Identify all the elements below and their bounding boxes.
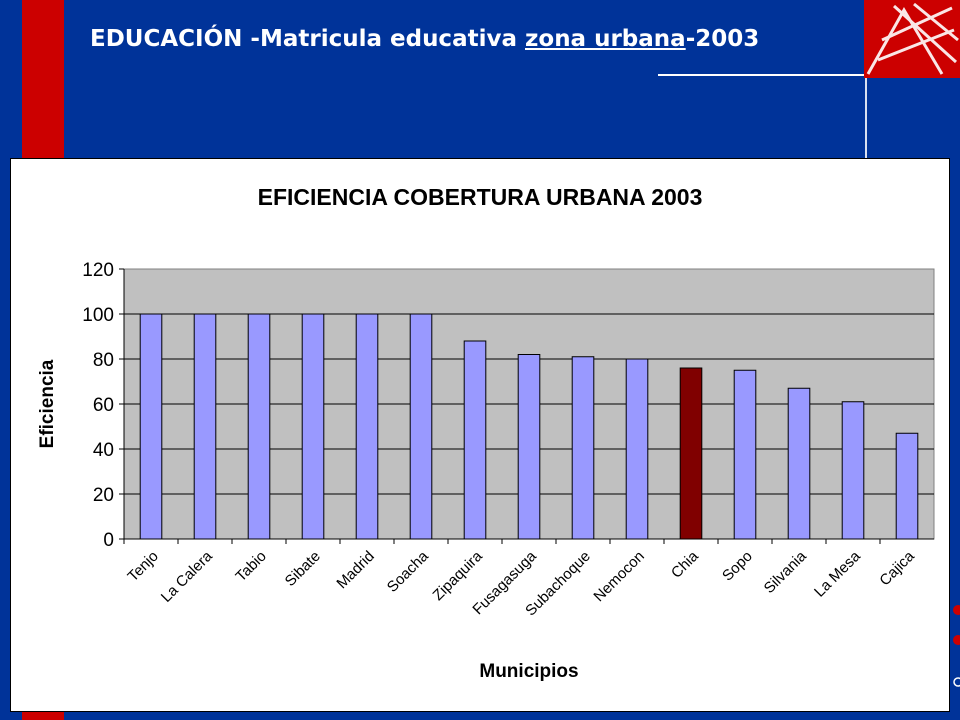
bar-cajica — [895, 432, 919, 540]
bar-fusagasuga — [517, 354, 541, 540]
y-tick-label: 20 — [93, 485, 114, 506]
y-tick-label: 0 — [103, 530, 114, 551]
x-tick-label: La Calera — [158, 547, 216, 605]
x-tick-label: Cajica — [876, 547, 918, 589]
bar-chart: EFICIENCIA COBERTURA URBANA 2003 0 20 40 60… — [37, 184, 935, 682]
y-tick-label: 120 — [82, 260, 114, 281]
bar-nemocon — [625, 358, 649, 540]
bar-la-mesa — [841, 401, 865, 540]
bar-zipaquira — [463, 340, 487, 540]
bar-sopo — [733, 369, 757, 540]
slide-title-prefix: EDUCACIÓN -Matricula educativa — [90, 26, 525, 52]
x-tick-label: Soacha — [384, 547, 432, 595]
y-axis-label: Eficiencia — [37, 359, 58, 448]
x-tick-label: Nemocon — [590, 548, 647, 605]
x-tick-label: Silvania — [761, 547, 811, 597]
logo-icon — [864, 0, 960, 78]
decorative-side-marks — [953, 605, 960, 687]
x-tick-label: Tabio — [232, 548, 269, 585]
x-axis-label: Municipios — [479, 661, 578, 682]
y-tick-label: 100 — [82, 305, 114, 326]
x-tick-label: Madrid — [333, 548, 377, 592]
slide-title-underlined: zona urbana — [525, 26, 686, 52]
bar-soacha — [409, 313, 433, 540]
bar-tenjo — [139, 313, 163, 540]
x-tick-label: La Mesa — [811, 547, 864, 600]
x-tick-label: Chia — [668, 547, 702, 581]
bar-sibate — [301, 313, 325, 540]
chart-container: EFICIENCIA COBERTURA URBANA 2003 0 20 40 60… — [10, 158, 950, 712]
x-tick-label: Tenjo — [124, 548, 161, 585]
bar-la-calera — [193, 313, 217, 540]
y-tick-label: 40 — [93, 440, 114, 461]
y-tick-label: 60 — [93, 395, 114, 416]
bars — [139, 313, 919, 540]
bar-madrid — [355, 313, 379, 540]
slide-title: EDUCACIÓN -Matricula educativa zona urba… — [90, 26, 759, 52]
decorative-vertical-line — [865, 74, 867, 164]
y-tick-label: 80 — [93, 350, 114, 371]
x-tick-label: Sibate — [282, 548, 324, 590]
bar-chia — [679, 367, 703, 540]
bar-silvania — [787, 387, 811, 540]
x-tick-label: Sopo — [719, 548, 756, 585]
chart-title: EFICIENCIA COBERTURA URBANA 2003 — [258, 184, 703, 210]
x-tick-label: Zipaquira — [430, 547, 487, 604]
bar-subachoque — [571, 356, 595, 540]
title-underline-rule — [658, 74, 866, 76]
bar-tabio — [247, 313, 271, 540]
slide-title-suffix: -2003 — [685, 26, 760, 52]
